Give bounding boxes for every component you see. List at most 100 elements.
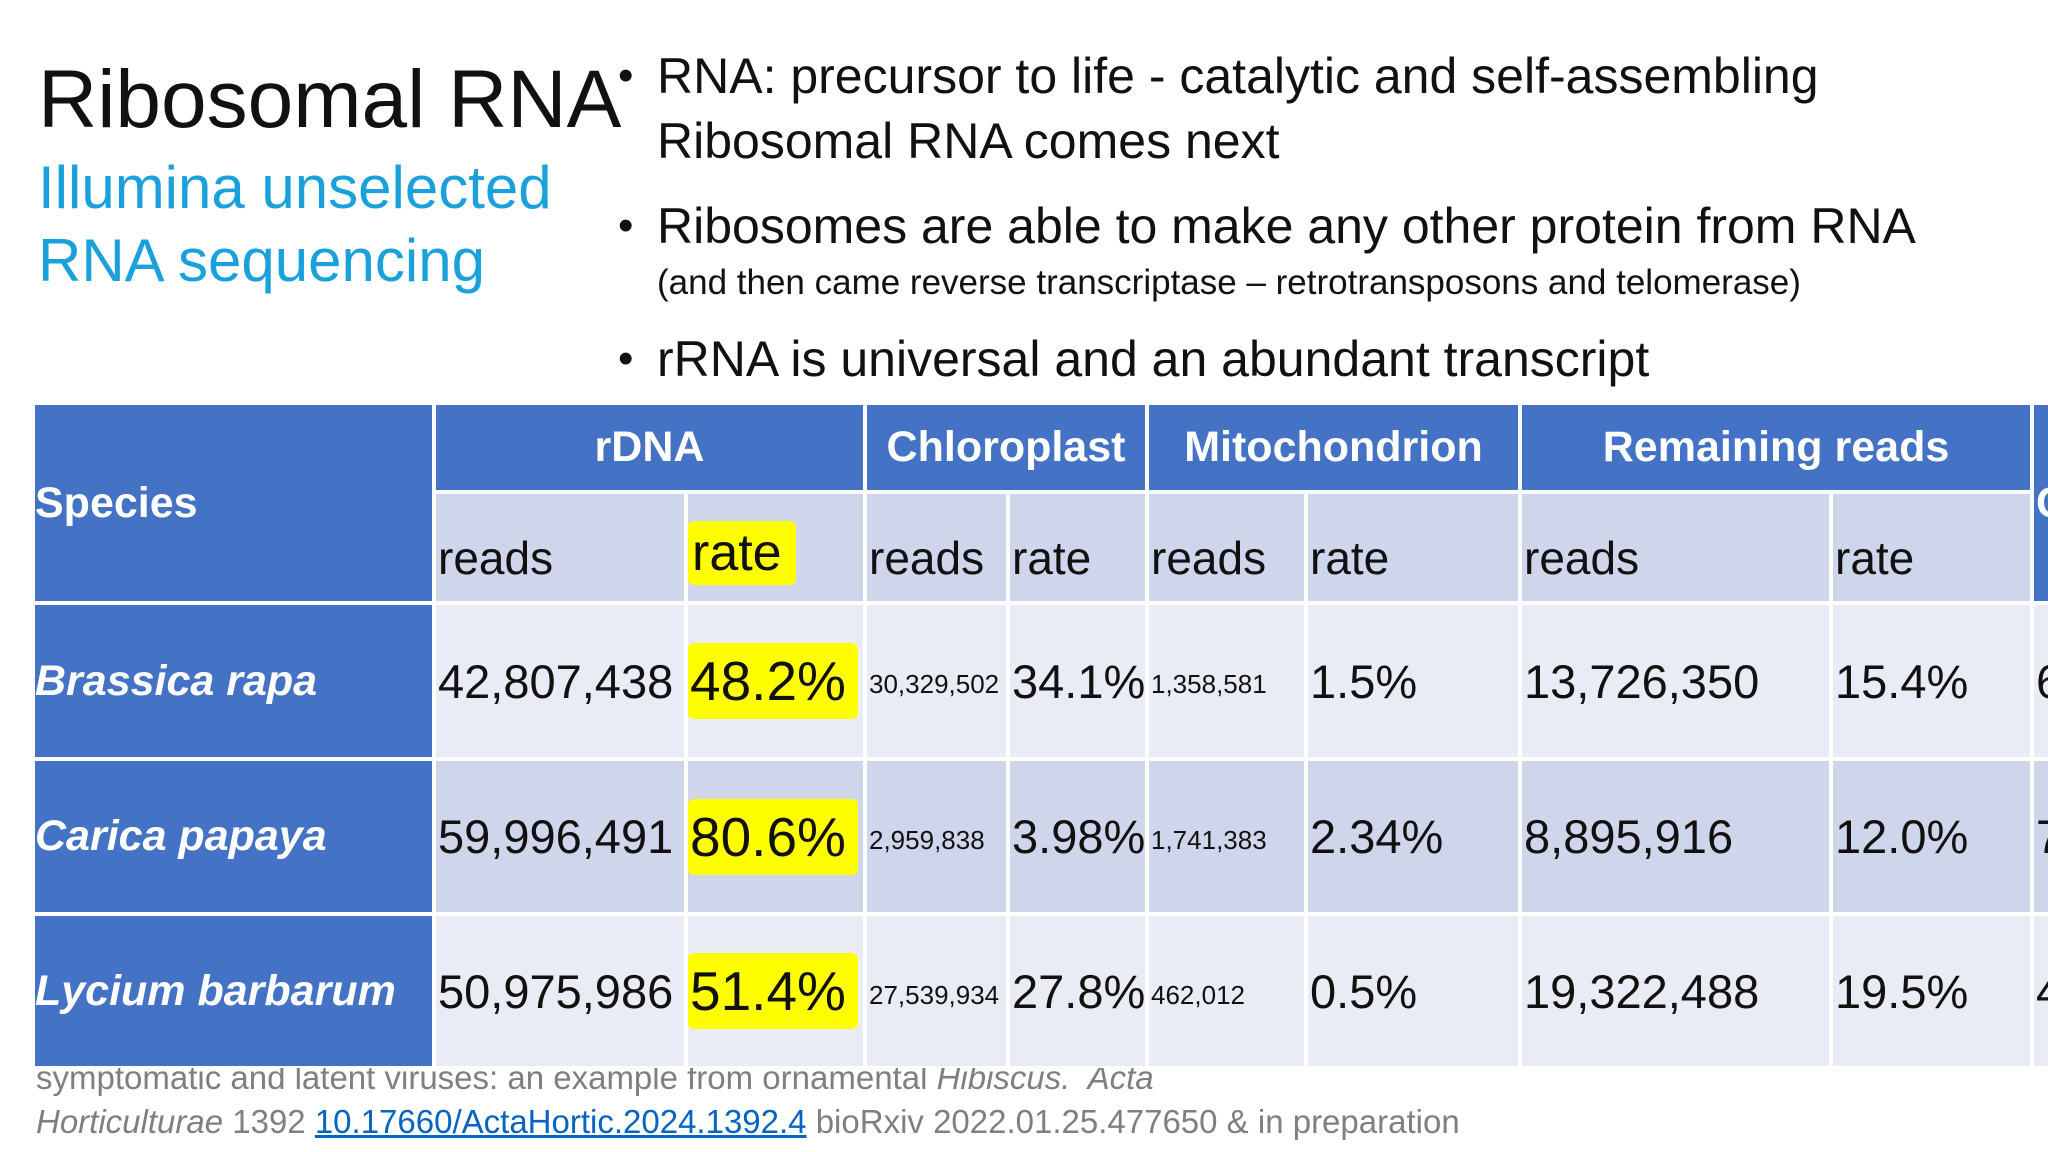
data-cell: 19.5% — [1831, 914, 2032, 1068]
cell-text: 4 — [2034, 964, 2048, 1019]
data-cell: 27,539,934 — [865, 914, 1008, 1068]
header-cell: C — [2032, 403, 2048, 603]
citation-line: Horticulturae 1392 10.17660/ActaHortic.2… — [36, 1102, 1460, 1142]
header-text: C — [2034, 479, 2048, 528]
header-text: Mitochondrion — [1184, 423, 1483, 471]
subheader-cell: reads — [865, 492, 1008, 603]
data-cell: 0.5% — [1306, 914, 1520, 1068]
subheader-cell: reads — [434, 492, 686, 603]
slide-subtitle: RNA sequencing — [38, 227, 485, 294]
header-text: Chloroplast — [886, 423, 1126, 471]
cell-text: 1,358,581 — [1151, 669, 1267, 699]
cell-text: 462,012 — [1151, 980, 1245, 1010]
cell-text: 42,807,438 — [438, 654, 674, 708]
cell-text: 1,741,383 — [1151, 825, 1267, 855]
bullet-text: Ribosomal RNA comes next — [657, 113, 1280, 169]
header-cell: Species — [33, 403, 434, 603]
data-cell: 4 — [2032, 914, 2048, 1068]
bullet-note: (and then came reverse transcriptase – r… — [657, 263, 1801, 302]
subheader-text: rate — [1310, 532, 1390, 584]
subheader-text: reads — [438, 532, 554, 584]
data-cell: 34.1% — [1008, 603, 1147, 759]
group-header-cell: Remaining reads — [1520, 403, 2032, 492]
subheader-cell: rate — [1008, 492, 1147, 603]
cell-text: 2.34% — [1310, 810, 1444, 863]
data-cell: 2,959,838 — [865, 759, 1008, 914]
header-text: Remaining reads — [1602, 423, 1950, 471]
subheader-text: rate — [1012, 532, 1092, 584]
cell-text: 30,329,502 — [869, 669, 1000, 699]
header-text: rDNA — [594, 423, 705, 471]
species-text: Brassica rapa — [35, 656, 318, 705]
cell-text: 12.0% — [1835, 810, 1969, 863]
cell-text: 15.4% — [1835, 654, 1969, 708]
data-cell: 6 — [2032, 603, 2048, 759]
citation-text: Horticulturae — [36, 1103, 224, 1140]
species-cell: Brassica rapa — [33, 603, 434, 759]
species-cell: Carica papaya — [33, 759, 434, 914]
bullet-dot: • — [618, 334, 634, 383]
slide-subtitle: Illumina unselected — [38, 154, 552, 221]
cell-text: 34.1% — [1012, 654, 1146, 708]
cell-text: 0.5% — [1310, 964, 1418, 1018]
citation-text: bioRxiv 2022.01.25.477650 & in preparati… — [806, 1103, 1460, 1140]
subheader-cell: rate — [686, 492, 865, 603]
bullet-dot: • — [618, 51, 634, 100]
data-cell: 51.4% — [686, 914, 865, 1068]
bullet-text: RNA: precursor to life - catalytic and s… — [657, 48, 1819, 104]
data-cell: 42,807,438 — [434, 603, 686, 759]
subheader-cell: reads — [1520, 492, 1831, 603]
cell-text: 80.6% — [688, 798, 858, 875]
data-cell: 19,322,488 — [1520, 914, 1831, 1068]
data-cell: 30,329,502 — [865, 603, 1008, 759]
cell-text: 19.5% — [1835, 964, 1969, 1018]
data-cell: 462,012 — [1147, 914, 1306, 1068]
cell-text: 7 — [2034, 809, 2048, 864]
cell-text: 8,895,916 — [1524, 810, 1734, 863]
data-cell: 12.0% — [1831, 759, 2032, 914]
cell-text: 50,975,986 — [438, 964, 674, 1018]
cell-text: 6 — [2034, 654, 2048, 709]
bullet-text: Ribosomes are able to make any other pro… — [657, 198, 1916, 254]
data-cell: 59,996,491 — [434, 759, 686, 914]
subheader-cell: reads — [1147, 492, 1306, 603]
group-header-cell: Mitochondrion — [1147, 403, 1520, 492]
species-text: Carica papaya — [35, 812, 327, 860]
subheader-cell: rate — [1306, 492, 1520, 603]
cell-text: 1.5% — [1310, 654, 1418, 708]
subheader-text: reads — [869, 532, 985, 584]
data-cell: 7 — [2032, 759, 2048, 914]
cell-text: 27.8% — [1012, 964, 1146, 1018]
cell-text: 2,959,838 — [869, 825, 985, 855]
cell-text: 48.2% — [688, 643, 858, 719]
species-text: Lycium barbarum — [35, 966, 396, 1015]
data-cell: 1,741,383 — [1147, 759, 1306, 914]
citation-link[interactable]: 10.17660/ActaHortic.2024.1392.4 — [314, 1103, 807, 1140]
data-cell: 15.4% — [1831, 603, 2032, 759]
species-cell: Lycium barbarum — [33, 914, 434, 1068]
bullet-dot: • — [618, 201, 634, 250]
cell-text: 19,322,488 — [1524, 964, 1760, 1018]
subheader-text: reads — [1151, 532, 1267, 584]
data-cell: 8,895,916 — [1520, 759, 1831, 914]
data-cell: 2.34% — [1306, 759, 1520, 914]
subheader-cell: rate — [1831, 492, 2032, 603]
group-header-cell: Chloroplast — [865, 403, 1147, 492]
data-cell: 50,975,986 — [434, 914, 686, 1068]
slide-title: Ribosomal RNA — [38, 54, 622, 145]
data-cell: 27.8% — [1008, 914, 1147, 1068]
subheader-text: reads — [1524, 532, 1640, 584]
header-text: Species — [35, 478, 198, 527]
group-header-cell: rDNA — [434, 403, 865, 492]
data-cell: 48.2% — [686, 603, 865, 759]
data-cell: 13,726,350 — [1520, 603, 1831, 759]
subheader-text: rate — [688, 521, 796, 585]
citation-text: 1392 — [223, 1103, 315, 1140]
cell-text: 3.98% — [1012, 810, 1146, 863]
cell-text: 51.4% — [688, 953, 858, 1029]
cell-text: 13,726,350 — [1524, 654, 1760, 708]
data-cell: 3.98% — [1008, 759, 1147, 914]
data-cell: 1,358,581 — [1147, 603, 1306, 759]
